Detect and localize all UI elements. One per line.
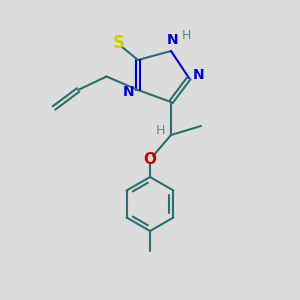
Text: H: H — [182, 29, 191, 42]
Text: H: H — [156, 124, 165, 137]
Text: S: S — [112, 34, 124, 52]
Text: N: N — [167, 34, 178, 47]
Text: N: N — [123, 85, 134, 98]
Text: O: O — [143, 152, 157, 166]
Text: N: N — [193, 68, 204, 82]
